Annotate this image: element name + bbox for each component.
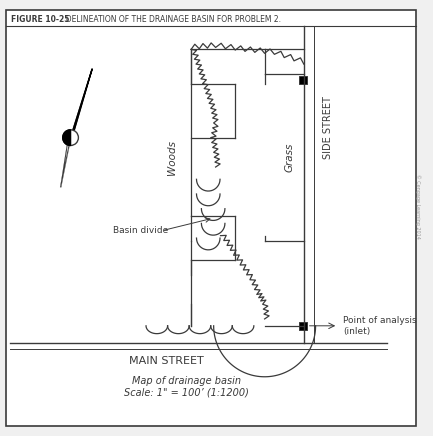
Polygon shape (71, 69, 92, 138)
Text: Point of analysis
(inlet): Point of analysis (inlet) (343, 316, 417, 336)
Text: Basin divide: Basin divide (113, 226, 168, 235)
Text: FIGURE 10-25: FIGURE 10-25 (11, 14, 69, 24)
Text: Scale: 1" = 100’ (1:1200): Scale: 1" = 100’ (1:1200) (124, 388, 249, 398)
Text: Map of drainage basin: Map of drainage basin (132, 376, 241, 386)
Polygon shape (63, 130, 71, 146)
Circle shape (63, 130, 78, 146)
Text: DELINEATION OF THE DRAINAGE BASIN FOR PROBLEM 2.: DELINEATION OF THE DRAINAGE BASIN FOR PR… (61, 14, 281, 24)
Text: © Cengage Learning 2014: © Cengage Learning 2014 (415, 174, 420, 238)
Bar (299, 76, 307, 84)
Text: SIDE STREET: SIDE STREET (323, 96, 333, 159)
Text: Grass: Grass (284, 143, 294, 172)
Polygon shape (61, 138, 71, 187)
Text: MAIN STREET: MAIN STREET (129, 356, 204, 366)
Bar (299, 322, 307, 330)
Text: Woods: Woods (167, 140, 177, 175)
